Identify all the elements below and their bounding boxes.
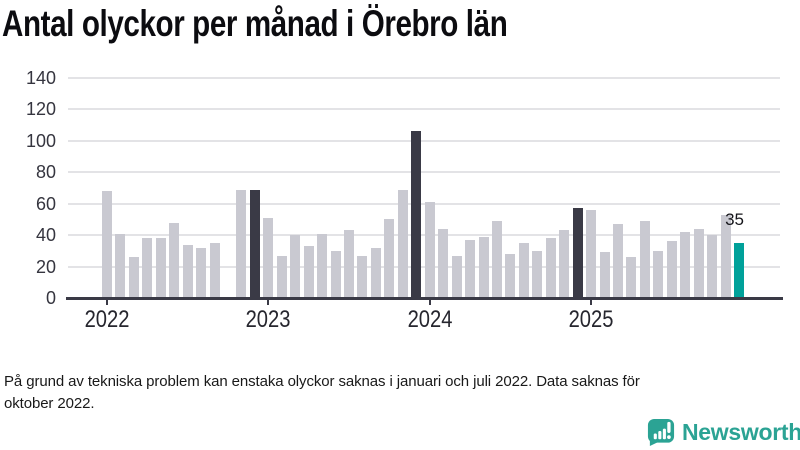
bar-2024-02 <box>438 228 449 298</box>
bar-2024-01 <box>424 202 435 298</box>
footnote: På grund av tekniska problem kan enstaka… <box>4 371 796 414</box>
bar-2025-12 <box>734 243 744 298</box>
y-tick-label-60: 60 <box>35 193 56 214</box>
x-tick-2025 <box>590 300 593 305</box>
bar-2023-07 <box>344 230 355 298</box>
bar-2025-05 <box>639 221 650 298</box>
bar-2022-08 <box>196 247 207 298</box>
newsworthy-logo: Newsworthy <box>646 416 800 448</box>
x-tick-2022 <box>106 300 108 305</box>
bar-2024-10 <box>545 238 556 298</box>
bar-2024-11 <box>559 230 570 298</box>
gridline-60 <box>68 202 780 205</box>
bar-2025-03 <box>612 224 623 298</box>
newsworthy-bubble-chart-icon <box>647 418 675 446</box>
x-tick-2024 <box>428 300 431 305</box>
gridline-20 <box>68 265 780 268</box>
bar-2022-02 <box>115 233 126 298</box>
y-tick-label-80: 80 <box>35 162 56 183</box>
plot-area: 35 <box>66 77 783 300</box>
bar-2023-09 <box>370 247 381 298</box>
bar-2023-01 <box>263 217 274 298</box>
y-tick-label-100: 100 <box>25 130 56 151</box>
bar-2025-02 <box>599 252 610 298</box>
bar-2022-05 <box>155 238 166 298</box>
bar-2023-03 <box>290 235 301 298</box>
bar-2024-06 <box>491 221 502 298</box>
bar-2025-10 <box>707 235 718 298</box>
bar-2022-07 <box>182 244 193 298</box>
bar-2023-04 <box>303 246 314 298</box>
x-tick-label-2022: 2022 <box>84 306 130 333</box>
latest-value-label: 35 <box>725 210 744 229</box>
bar-chart: 0 20 40 60 80 100 120 140 35 2022 2023 2024 2025 <box>25 68 783 333</box>
gridline-80 <box>68 171 780 174</box>
gridline-40 <box>68 234 780 237</box>
gridline-140 <box>68 77 780 79</box>
bar-2024-03 <box>451 255 462 298</box>
bar-2025-11 <box>720 214 731 298</box>
bar-2022-01 <box>102 191 112 298</box>
bar-2025-06 <box>653 250 664 298</box>
bar-2023-02 <box>276 255 287 298</box>
bar-2025-09 <box>693 228 704 298</box>
gridline-100 <box>68 139 780 142</box>
x-axis-line <box>66 297 783 300</box>
bar-2024-04 <box>465 239 476 298</box>
footnote-line-2: oktober 2022. <box>4 394 95 412</box>
bar-2025-04 <box>626 257 637 298</box>
y-tick-label-0: 0 <box>45 288 56 308</box>
bar-2025-01 <box>586 210 597 298</box>
bar-2022-12 <box>249 189 260 298</box>
bar-2024-07 <box>505 254 516 298</box>
bar-2023-11 <box>397 189 408 298</box>
bar-2025-07 <box>666 241 677 298</box>
bar-2024-08 <box>518 243 529 298</box>
bar-2023-12 <box>411 131 422 298</box>
y-tick-label-140: 140 <box>25 68 56 88</box>
y-tick-label-40: 40 <box>35 225 56 246</box>
x-tick-2023 <box>267 300 270 305</box>
bar-2022-06 <box>169 222 180 298</box>
chart-title: Antal olyckor per månad i Örebro län <box>2 3 508 44</box>
bar-2024-09 <box>532 250 543 298</box>
x-tick-label-2023: 2023 <box>245 306 291 333</box>
bar-2024-12 <box>572 208 583 298</box>
bar-2022-11 <box>236 189 247 298</box>
gridline-120 <box>68 108 780 111</box>
bar-2023-08 <box>357 255 368 298</box>
bar-2023-10 <box>384 219 395 298</box>
bar-2023-05 <box>317 233 328 298</box>
footnote-line-1: På grund av tekniska problem kan enstaka… <box>4 373 640 390</box>
bar-2022-04 <box>142 238 153 298</box>
y-tick-label-20: 20 <box>35 256 56 277</box>
bar-2022-03 <box>128 257 139 298</box>
bar-2022-09 <box>209 243 220 298</box>
y-tick-label-120: 120 <box>25 99 56 120</box>
x-tick-label-2024: 2024 <box>407 306 453 333</box>
bar-2025-08 <box>680 232 691 298</box>
bar-2023-06 <box>330 250 341 298</box>
newsworthy-wordmark: Newsworthy <box>682 419 800 445</box>
x-tick-label-2025: 2025 <box>568 306 614 333</box>
bar-2024-05 <box>478 236 489 298</box>
